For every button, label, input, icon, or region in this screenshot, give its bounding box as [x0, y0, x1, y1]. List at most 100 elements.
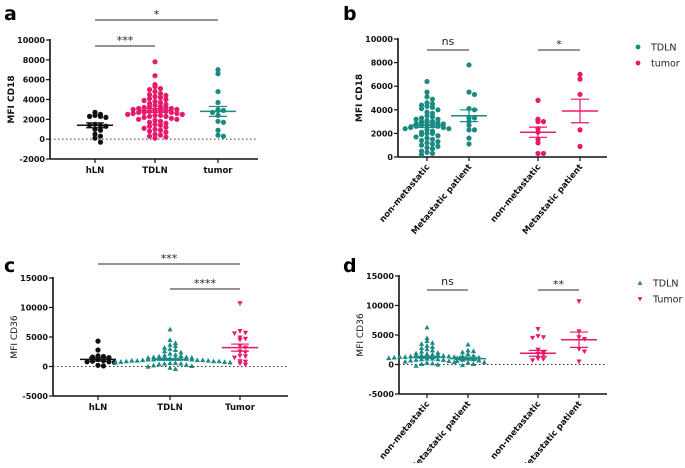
data-point	[152, 135, 158, 141]
data-point	[471, 127, 478, 133]
data-point	[576, 359, 582, 365]
data-point	[167, 337, 173, 343]
data-point	[189, 356, 195, 362]
data-point	[408, 357, 414, 363]
data-point	[471, 115, 478, 121]
data-point	[118, 359, 124, 364]
data-point	[178, 349, 184, 355]
data-point	[418, 348, 425, 354]
data-point	[156, 361, 162, 367]
data-point	[418, 345, 425, 351]
data-point	[435, 133, 441, 139]
data-point	[157, 85, 164, 92]
group-points	[529, 327, 547, 363]
data-point	[86, 113, 93, 119]
y-tick-label: 10000	[17, 36, 45, 45]
data-point	[429, 347, 436, 353]
data-point	[465, 360, 471, 365]
y-axis-label: MFI CD18	[355, 74, 365, 122]
group-points	[209, 67, 227, 139]
data-point	[413, 363, 419, 368]
panel-label: a	[4, 3, 17, 25]
data-point	[391, 354, 397, 360]
data-point	[134, 358, 140, 363]
data-point	[413, 350, 419, 356]
x-tick-label: tumor	[203, 166, 233, 176]
data-point	[451, 354, 457, 359]
data-point	[141, 97, 147, 104]
data-point	[174, 116, 180, 122]
panel-c: c 15000 10000 5000 0 -5000 MFI CD36 hLN TDLN Tumo…	[4, 252, 288, 413]
data-point	[97, 127, 104, 133]
data-point	[577, 127, 583, 133]
data-point	[535, 97, 541, 103]
data-point	[429, 130, 436, 136]
y-axis-label: MFI CD36	[356, 313, 366, 356]
data-point	[435, 356, 441, 362]
data-point	[92, 135, 98, 141]
data-point	[465, 347, 471, 353]
data-point	[446, 126, 452, 132]
data-point	[540, 335, 547, 340]
data-point	[167, 346, 173, 351]
data-point	[95, 338, 101, 344]
data-point	[418, 142, 425, 148]
data-point	[424, 94, 430, 100]
data-point	[435, 139, 441, 145]
data-point	[103, 123, 109, 129]
data-point	[157, 112, 164, 118]
data-point	[222, 359, 228, 364]
data-point	[157, 118, 164, 124]
legend-label: TDLN	[652, 279, 679, 290]
data-point	[540, 357, 547, 362]
data-point	[418, 341, 425, 346]
data-point	[237, 353, 243, 359]
data-point	[146, 91, 153, 98]
data-point	[535, 140, 541, 146]
data-point	[429, 141, 436, 147]
data-point	[242, 330, 249, 336]
data-point	[157, 127, 164, 133]
legend-marker	[635, 60, 641, 66]
data-point	[167, 342, 173, 347]
data-point	[215, 127, 221, 133]
data-point	[451, 359, 457, 365]
group-points	[125, 59, 185, 141]
data-point	[100, 363, 107, 369]
data-point	[386, 355, 392, 361]
data-point	[172, 343, 179, 348]
data-point	[242, 336, 249, 342]
y-tick-label: 10000	[366, 302, 394, 311]
data-point	[152, 59, 158, 65]
data-point	[106, 359, 112, 365]
data-point	[103, 114, 109, 120]
data-point	[424, 113, 430, 119]
data-point	[167, 326, 173, 332]
group-points	[386, 324, 468, 368]
data-point	[161, 345, 168, 350]
data-point	[577, 71, 583, 77]
data-point	[465, 341, 471, 347]
data-point	[157, 94, 164, 101]
data-point	[141, 104, 147, 111]
data-point	[429, 146, 436, 152]
group-points	[402, 78, 452, 158]
data-point	[215, 132, 221, 138]
data-point	[216, 358, 222, 364]
data-point	[424, 360, 430, 365]
data-point	[163, 104, 169, 111]
data-point	[402, 354, 408, 359]
data-point	[529, 358, 536, 363]
data-point	[535, 356, 541, 362]
data-point	[424, 144, 430, 151]
x-tick-label: TDLN	[142, 166, 167, 176]
y-tick-label: -2000	[19, 155, 45, 164]
data-point	[215, 88, 221, 95]
legend-label: Tumor	[652, 295, 682, 306]
data-point	[237, 337, 243, 343]
data-point	[163, 92, 169, 99]
y-tick-label: 4000	[371, 106, 394, 115]
data-point	[174, 106, 180, 113]
